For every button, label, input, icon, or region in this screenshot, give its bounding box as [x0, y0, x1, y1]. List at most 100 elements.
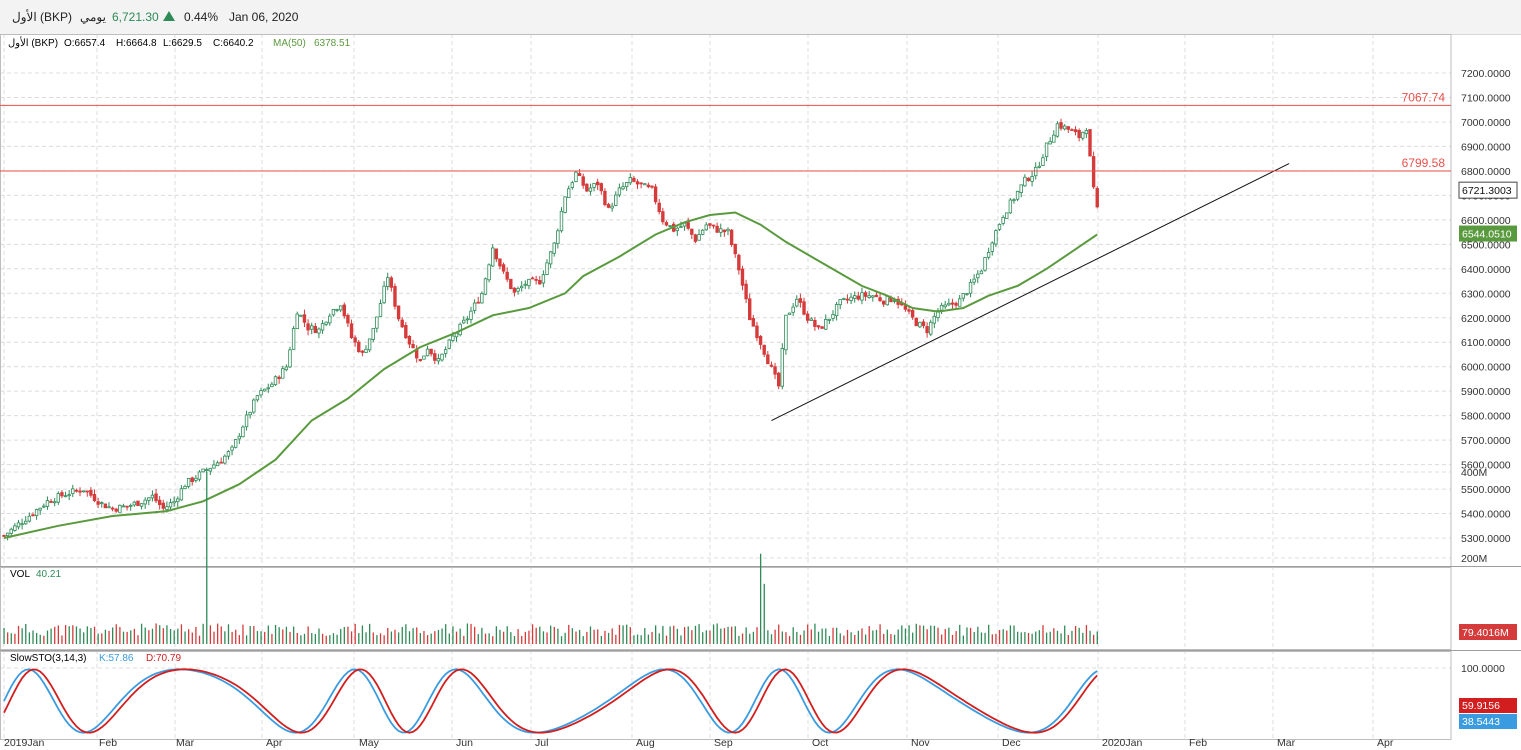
- candle-body: [317, 328, 321, 334]
- candle-body: [947, 302, 951, 306]
- candle-body: [505, 271, 509, 280]
- candle-body: [885, 295, 889, 306]
- candle-body: [71, 488, 75, 495]
- candle-body: [396, 305, 401, 320]
- volume-bar: [202, 623, 204, 644]
- candle-body: [277, 376, 281, 379]
- volume-bar: [412, 628, 414, 644]
- volume-bar: [1020, 632, 1022, 644]
- volume-bar: [423, 631, 425, 644]
- candle-body: [42, 505, 46, 508]
- x-tick-label: Apr: [1377, 737, 1394, 749]
- stoch-d-line: [3, 668, 1098, 734]
- candle-body: [291, 328, 296, 350]
- candle-body: [726, 228, 730, 232]
- candle-body: [165, 506, 169, 510]
- volume-bar: [825, 628, 827, 644]
- volume-bar: [582, 636, 584, 644]
- volume-bar: [568, 624, 570, 644]
- volume-bar: [807, 624, 809, 644]
- candle-body: [89, 489, 93, 496]
- candle-body: [632, 177, 636, 182]
- candle-body: [100, 502, 104, 504]
- candle-body: [997, 224, 1002, 230]
- candle-body: [762, 344, 766, 355]
- volume-bar: [93, 626, 96, 644]
- candle-body: [983, 257, 987, 271]
- volume-bar: [54, 626, 56, 644]
- candle-body: [1048, 141, 1052, 145]
- volume-bar: [557, 628, 559, 644]
- candle-body: [498, 258, 502, 267]
- header-bar: الأول (BKP) يومي 6,721.30 0.44% Jan 06, …: [0, 0, 1521, 35]
- volume-bar: [1078, 627, 1080, 644]
- candle-body: [853, 295, 857, 299]
- y-tick-label: 6500.0000: [1461, 239, 1511, 251]
- volume-bar: [868, 626, 870, 644]
- candle-body: [1073, 129, 1078, 133]
- volume-bar: [904, 628, 907, 644]
- candle-body: [386, 277, 390, 287]
- volume-bar: [691, 630, 693, 644]
- volume-bar: [191, 632, 193, 644]
- volume-bar: [655, 625, 657, 644]
- volume-bar: [843, 635, 845, 644]
- volume-bar: [325, 635, 327, 644]
- candle-body: [519, 285, 524, 289]
- candle-body: [570, 182, 575, 188]
- period-label[interactable]: يومي: [80, 10, 106, 24]
- candle-body: [559, 210, 564, 232]
- y-tick-label: 5500.0000: [1461, 484, 1511, 496]
- symbol-name[interactable]: الأول (BKP): [12, 10, 73, 24]
- volume-bar: [242, 624, 244, 644]
- volume-bar: [405, 624, 407, 644]
- volume-bar: [39, 634, 41, 644]
- candle-body: [668, 225, 672, 227]
- volume-bar: [644, 628, 646, 644]
- candle-body: [936, 310, 940, 318]
- candle-body: [422, 355, 426, 360]
- candle-body: [433, 353, 437, 361]
- volume-bar: [1082, 632, 1084, 644]
- candle-body: [1015, 190, 1020, 200]
- candle-body: [921, 321, 926, 326]
- volume-bar: [535, 627, 537, 644]
- candle-body: [737, 254, 741, 271]
- candle-body: [194, 477, 198, 481]
- x-tick-label: Feb: [99, 737, 117, 749]
- volume-bar: [948, 627, 950, 644]
- candle-body: [74, 489, 79, 492]
- candle-body: [635, 181, 640, 185]
- candle-body: [639, 182, 643, 185]
- volume-bar: [550, 625, 552, 644]
- volume-bar: [293, 626, 295, 644]
- volume-bar: [640, 635, 642, 644]
- volume-bar: [7, 632, 9, 644]
- candle-body: [2, 534, 6, 537]
- candle-body: [186, 477, 191, 487]
- volume-bar: [709, 630, 711, 644]
- candle-body: [918, 321, 922, 328]
- volume-bar: [716, 623, 718, 644]
- volume-bar: [271, 633, 273, 644]
- volume-bar: [253, 626, 255, 644]
- candle-body: [1037, 165, 1042, 168]
- volume-bar: [21, 628, 23, 644]
- x-tick-label: Dec: [1002, 737, 1021, 749]
- candle-body: [63, 495, 68, 498]
- chart-canvas[interactable]: 7067.74 6799.58 7200.0000 7100.0000 7000.00…: [0, 34, 1521, 750]
- volume-bar: [705, 630, 707, 644]
- candle-body: [215, 462, 220, 467]
- volume-bar: [397, 632, 400, 644]
- candle-body: [309, 325, 314, 330]
- volume-bar: [828, 636, 831, 644]
- candle-body: [60, 492, 64, 497]
- candle-body: [483, 278, 488, 295]
- candle-body: [795, 298, 799, 307]
- candle-body: [881, 300, 886, 305]
- volume-bar: [28, 632, 31, 644]
- candle-body: [411, 344, 415, 349]
- last-price: 6,721.30: [112, 10, 159, 24]
- volume-bar: [206, 472, 208, 644]
- candle-body: [27, 515, 32, 522]
